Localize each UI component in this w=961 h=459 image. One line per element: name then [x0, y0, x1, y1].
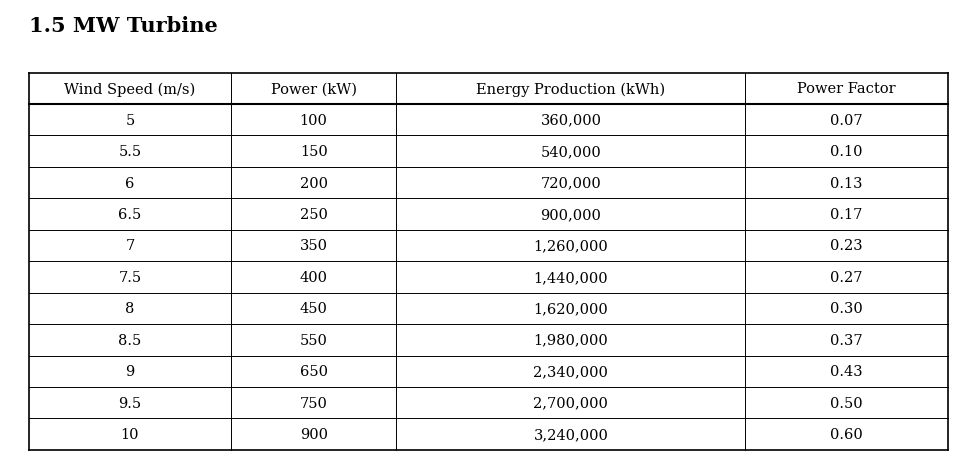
Text: 550: 550 [300, 333, 328, 347]
Text: Energy Production (kWh): Energy Production (kWh) [476, 82, 665, 96]
Text: 0.50: 0.50 [829, 396, 862, 410]
Text: 1,260,000: 1,260,000 [533, 239, 607, 253]
Text: 0.07: 0.07 [829, 113, 862, 128]
Text: 1,440,000: 1,440,000 [533, 270, 607, 284]
Text: 2,340,000: 2,340,000 [533, 364, 607, 378]
Text: 0.27: 0.27 [829, 270, 862, 284]
Text: Wind Speed (m/s): Wind Speed (m/s) [64, 82, 195, 96]
Text: 900: 900 [299, 427, 328, 441]
Text: 250: 250 [300, 207, 328, 222]
Text: 1,980,000: 1,980,000 [533, 333, 607, 347]
Text: 9: 9 [125, 364, 135, 378]
Text: 0.43: 0.43 [829, 364, 862, 378]
Text: 6: 6 [125, 176, 135, 190]
Text: 900,000: 900,000 [540, 207, 601, 222]
Text: 8.5: 8.5 [118, 333, 141, 347]
Text: 0.30: 0.30 [829, 302, 862, 316]
Text: 750: 750 [300, 396, 328, 410]
Text: 0.13: 0.13 [829, 176, 862, 190]
Text: 100: 100 [300, 113, 328, 128]
Text: 7.5: 7.5 [118, 270, 141, 284]
Text: 350: 350 [299, 239, 328, 253]
Text: 0.60: 0.60 [829, 427, 862, 441]
Text: 720,000: 720,000 [540, 176, 601, 190]
Text: 540,000: 540,000 [540, 145, 601, 159]
Text: 400: 400 [299, 270, 328, 284]
Text: 2,700,000: 2,700,000 [533, 396, 607, 410]
Text: 6.5: 6.5 [118, 207, 141, 222]
Text: 7: 7 [125, 239, 135, 253]
Text: 0.37: 0.37 [829, 333, 862, 347]
Text: 650: 650 [299, 364, 328, 378]
Text: 5.5: 5.5 [118, 145, 141, 159]
Text: 9.5: 9.5 [118, 396, 141, 410]
Text: Power (kW): Power (kW) [270, 82, 357, 96]
Text: 360,000: 360,000 [540, 113, 601, 128]
Text: 1.5 MW Turbine: 1.5 MW Turbine [29, 16, 217, 36]
Text: 0.10: 0.10 [829, 145, 862, 159]
Text: 3,240,000: 3,240,000 [533, 427, 607, 441]
Text: 450: 450 [300, 302, 328, 316]
Text: 8: 8 [125, 302, 135, 316]
Text: 0.17: 0.17 [829, 207, 862, 222]
Text: 150: 150 [300, 145, 327, 159]
Text: 200: 200 [299, 176, 328, 190]
Text: 0.23: 0.23 [829, 239, 862, 253]
Text: 5: 5 [125, 113, 135, 128]
Text: 10: 10 [120, 427, 139, 441]
Text: 1,620,000: 1,620,000 [533, 302, 607, 316]
Text: Power Factor: Power Factor [797, 82, 895, 96]
